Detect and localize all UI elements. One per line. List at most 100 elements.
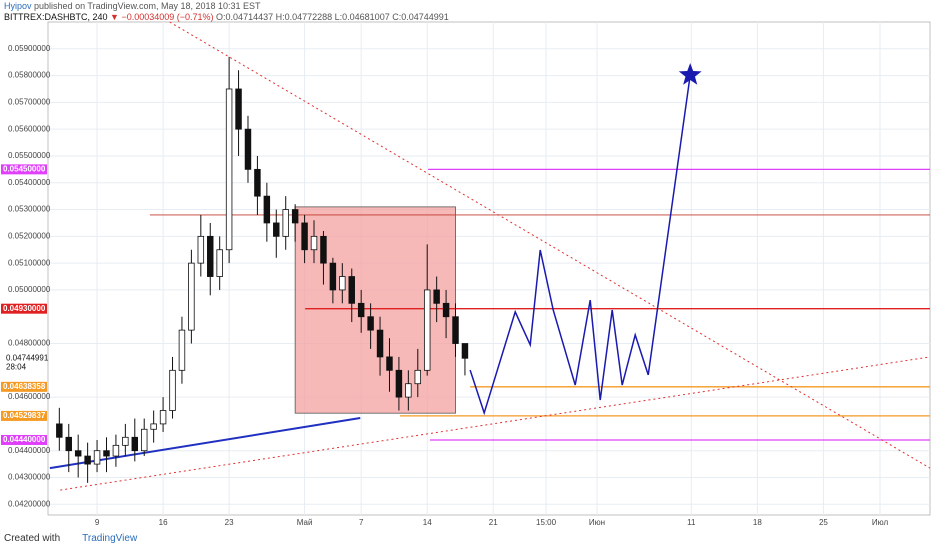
candle-body <box>131 436 139 452</box>
y-tick-label: 0.05100000 <box>8 258 51 267</box>
x-tick-label: 16 <box>159 518 168 527</box>
candle-body <box>254 168 261 197</box>
candle-body <box>414 369 422 385</box>
x-tick-label: 18 <box>753 518 762 527</box>
candle-body <box>282 209 289 237</box>
candle-body <box>263 195 271 224</box>
candle-body <box>56 423 63 438</box>
x-tick-label: Май <box>297 518 313 527</box>
candle-body <box>244 128 252 170</box>
candle-body <box>178 329 186 371</box>
candle-body <box>376 329 384 358</box>
y-tick-label: 0.05600000 <box>8 124 51 133</box>
last-price-timer: 28:04 <box>6 362 27 371</box>
range-box <box>294 206 456 414</box>
y-tick-label: 0.05400000 <box>8 178 51 187</box>
candle-body <box>386 356 393 371</box>
forecast-line <box>469 74 691 416</box>
change: ▼ −0.00034009 (−0.71%) <box>110 12 214 22</box>
candle-body <box>395 369 403 398</box>
x-tick-label: 11 <box>687 518 696 527</box>
price-tag-label: 0.05450000 <box>3 164 46 173</box>
candle-body <box>442 302 450 318</box>
y-tick-label: 0.04300000 <box>8 473 51 482</box>
candle-body <box>122 436 129 446</box>
published: published on TradingView.com, May 18, 20… <box>34 1 261 11</box>
price-tag <box>1 381 47 392</box>
chart: 0.05900000 0.05800000 0.05700000 0.05600000… <box>1 21 931 527</box>
y-tick-label: 0.05700000 <box>8 97 51 106</box>
x-tick-label: 21 <box>489 518 498 527</box>
candle-body <box>74 450 82 457</box>
x-tick-label: 7 <box>359 518 364 527</box>
candle-body <box>159 410 167 425</box>
candle-body <box>433 289 440 304</box>
y-tick-label: 0.05800000 <box>8 71 51 80</box>
trendline <box>169 21 931 469</box>
brand[interactable]: TradingView <box>82 533 138 544</box>
candle-body <box>329 262 337 291</box>
x-tick-label: 15:00 <box>536 518 557 527</box>
y-tick-label: 0.04800000 <box>8 339 51 348</box>
candle-body <box>348 276 355 304</box>
candle-body <box>310 235 318 251</box>
footer: Created with TradingView <box>4 533 137 544</box>
candle-body <box>423 289 431 371</box>
x-tick-label: 9 <box>95 518 100 527</box>
symbol: BITTREX:DASHBTC, 240 <box>4 12 108 22</box>
candle-body <box>65 436 72 452</box>
price-tag <box>1 164 47 175</box>
candle-body <box>339 276 346 291</box>
candle-body <box>225 88 233 251</box>
candle-body <box>405 383 412 398</box>
candle-body <box>367 316 374 331</box>
x-tick-label: Июл <box>872 518 889 527</box>
candle-body <box>301 222 308 251</box>
candle-body <box>188 262 195 331</box>
x-tick-label: 25 <box>819 518 828 527</box>
candle-body <box>291 209 299 224</box>
target-star <box>678 63 702 85</box>
candle-body <box>461 343 469 359</box>
candle-body <box>84 455 91 465</box>
ohlc: O:0.04714437 H:0.04772288 L:0.04681007 C… <box>216 12 449 22</box>
trendline <box>60 356 931 491</box>
last-price-tag <box>1 352 47 373</box>
candle-body <box>207 235 214 277</box>
candle-body <box>150 423 157 430</box>
candle-body <box>169 369 176 411</box>
candle-body <box>140 428 148 452</box>
price-tag <box>1 434 47 445</box>
x-tick-label: 23 <box>225 518 234 527</box>
candle-body <box>235 88 242 130</box>
price-tag-label: 0.04930000 <box>3 304 46 313</box>
price-tag <box>1 303 47 314</box>
plot-area <box>47 21 931 516</box>
last-price-label: 0.04744991 <box>6 353 49 362</box>
price-tag-label: 0.04440000 <box>3 435 46 444</box>
candle-body <box>112 444 120 457</box>
trendline <box>49 417 361 470</box>
candle-body <box>273 222 280 237</box>
candle-body <box>93 450 101 465</box>
price-tag-label: 0.04638358 <box>3 382 46 391</box>
y-tick-label: 0.04600000 <box>8 392 51 401</box>
created-with: Created with <box>4 533 61 544</box>
candle-body <box>197 235 205 264</box>
author[interactable]: Hyipov <box>4 1 32 11</box>
y-tick-label: 0.05500000 <box>8 151 51 160</box>
y-tick-label: 0.05200000 <box>8 231 51 240</box>
y-tick-label: 0.04200000 <box>8 499 51 508</box>
price-tag <box>1 410 47 421</box>
header: Hyipov published on TradingView.com, May… <box>4 1 449 23</box>
candle-body <box>357 302 365 318</box>
y-tick-label: 0.04400000 <box>8 446 51 455</box>
y-tick-label: 0.05900000 <box>8 44 51 53</box>
x-tick-label: 14 <box>423 518 432 527</box>
x-tick-label: Июн <box>589 518 605 527</box>
candle-body <box>216 249 223 277</box>
candle-body <box>452 316 459 344</box>
y-tick-label: 0.05000000 <box>8 285 51 294</box>
y-tick-label: 0.05300000 <box>8 205 51 214</box>
